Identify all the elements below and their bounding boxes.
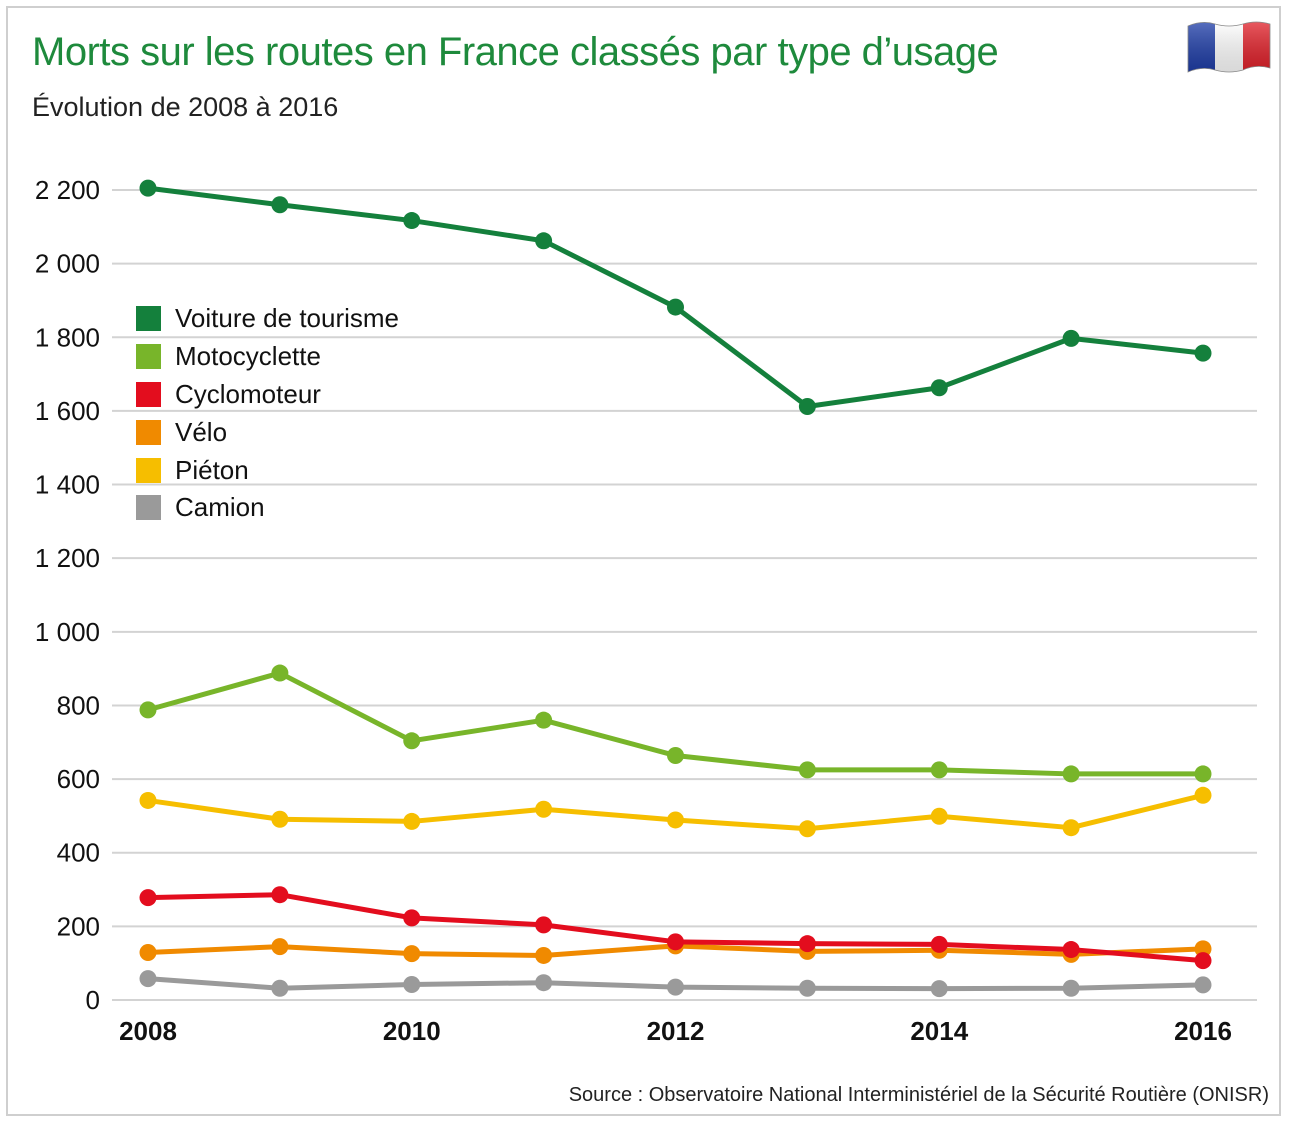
data-point <box>798 397 816 415</box>
legend-label: Piéton <box>175 454 249 485</box>
data-point <box>1194 940 1212 958</box>
data-point <box>139 791 157 809</box>
y-tick-label: 1 400 <box>35 470 100 500</box>
legend-label: Voiture de tourisme <box>175 303 400 334</box>
data-point <box>1194 765 1212 783</box>
legend: Voiture de tourisme Motocyclette Cyclomote… <box>136 300 399 527</box>
data-point <box>271 810 289 828</box>
data-point <box>139 701 157 719</box>
legend-label: Camion <box>175 492 265 523</box>
series-pi-ton <box>139 786 1212 838</box>
data-point <box>535 916 553 934</box>
data-point <box>403 945 421 963</box>
x-tick-label: 2012 <box>647 1016 705 1046</box>
data-point <box>271 886 289 904</box>
y-tick-label: 1 000 <box>35 617 100 647</box>
data-point <box>1062 979 1080 997</box>
data-point <box>798 979 816 997</box>
y-tick-label: 1 800 <box>35 322 100 352</box>
data-point <box>1194 344 1212 362</box>
legend-item: Camion <box>136 489 399 527</box>
data-point <box>1194 786 1212 804</box>
data-point <box>798 820 816 838</box>
x-tick-label: 2014 <box>910 1016 968 1046</box>
data-point <box>535 711 553 729</box>
y-tick-label: 200 <box>57 911 100 941</box>
y-tick-label: 800 <box>57 690 100 720</box>
legend-swatch <box>136 419 161 445</box>
data-point <box>1194 976 1212 994</box>
legend-label: Vélo <box>175 416 228 447</box>
data-point <box>403 909 421 927</box>
data-point <box>535 800 553 818</box>
data-point <box>930 935 948 953</box>
data-point <box>930 379 948 397</box>
legend-label: Motocyclette <box>175 341 321 372</box>
series-motocyclette <box>139 664 1212 783</box>
y-tick-label: 1 600 <box>35 396 100 426</box>
x-tick-label: 2016 <box>1174 1016 1232 1046</box>
legend-swatch <box>136 495 161 521</box>
data-point <box>798 761 816 779</box>
legend-swatch <box>136 381 161 407</box>
data-point <box>1062 329 1080 347</box>
data-point <box>403 732 421 750</box>
data-point <box>1062 819 1080 837</box>
data-point <box>930 980 948 998</box>
source-note: Source : Observatoire National Intermini… <box>568 1084 1269 1106</box>
data-point <box>271 938 289 956</box>
data-point <box>139 179 157 197</box>
data-point <box>139 944 157 962</box>
legend-item: Motocyclette <box>136 338 399 376</box>
chart-title: Morts sur les routes en France classés p… <box>32 30 999 74</box>
series-camion <box>139 970 1212 998</box>
data-point <box>535 974 553 992</box>
data-point <box>403 212 421 230</box>
data-point <box>535 232 553 250</box>
data-point <box>1062 765 1080 783</box>
data-point <box>667 298 684 316</box>
y-axis: 0 200 400 600 800 1 000 1 200 1 400 1 600 1 800 2 … <box>35 175 100 1015</box>
data-point <box>667 811 684 829</box>
france-flag-icon <box>1187 21 1271 73</box>
series-group <box>139 179 1212 998</box>
legend-label: Cyclomoteur <box>175 378 321 409</box>
y-tick-label: 2 200 <box>35 175 100 205</box>
x-tick-label: 2008 <box>119 1016 177 1046</box>
y-tick-label: 2 000 <box>35 249 100 279</box>
legend-swatch <box>136 457 161 483</box>
legend-item: Piéton <box>136 451 399 489</box>
data-point <box>271 664 289 682</box>
x-tick-label: 2010 <box>383 1016 441 1046</box>
data-point <box>271 979 289 997</box>
data-point <box>667 978 684 996</box>
data-point <box>403 812 421 830</box>
y-tick-label: 0 <box>86 985 100 1015</box>
y-tick-label: 1 200 <box>35 543 100 573</box>
series-voiture-de-tourisme <box>139 179 1212 415</box>
legend-swatch <box>136 306 161 332</box>
y-tick-label: 400 <box>57 838 100 868</box>
data-point <box>930 807 948 825</box>
legend-item: Vélo <box>136 413 399 451</box>
data-point <box>403 976 421 994</box>
data-point <box>139 889 157 907</box>
data-point <box>139 970 157 988</box>
x-axis: 2008 2010 2012 2014 2016 <box>119 1016 1232 1046</box>
data-point <box>1062 941 1080 959</box>
data-point <box>271 196 289 214</box>
series-cyclomoteur <box>139 886 1212 970</box>
data-point <box>535 946 553 964</box>
legend-item: Cyclomoteur <box>136 376 399 414</box>
data-point <box>1194 952 1212 970</box>
y-tick-label: 600 <box>57 764 100 794</box>
data-point <box>667 747 684 765</box>
data-point <box>667 933 684 951</box>
legend-swatch <box>136 344 161 370</box>
chart-subtitle: Évolution de 2008 à 2016 <box>32 92 339 122</box>
data-point <box>930 761 948 779</box>
data-point <box>798 935 816 953</box>
legend-item: Voiture de tourisme <box>136 300 399 338</box>
